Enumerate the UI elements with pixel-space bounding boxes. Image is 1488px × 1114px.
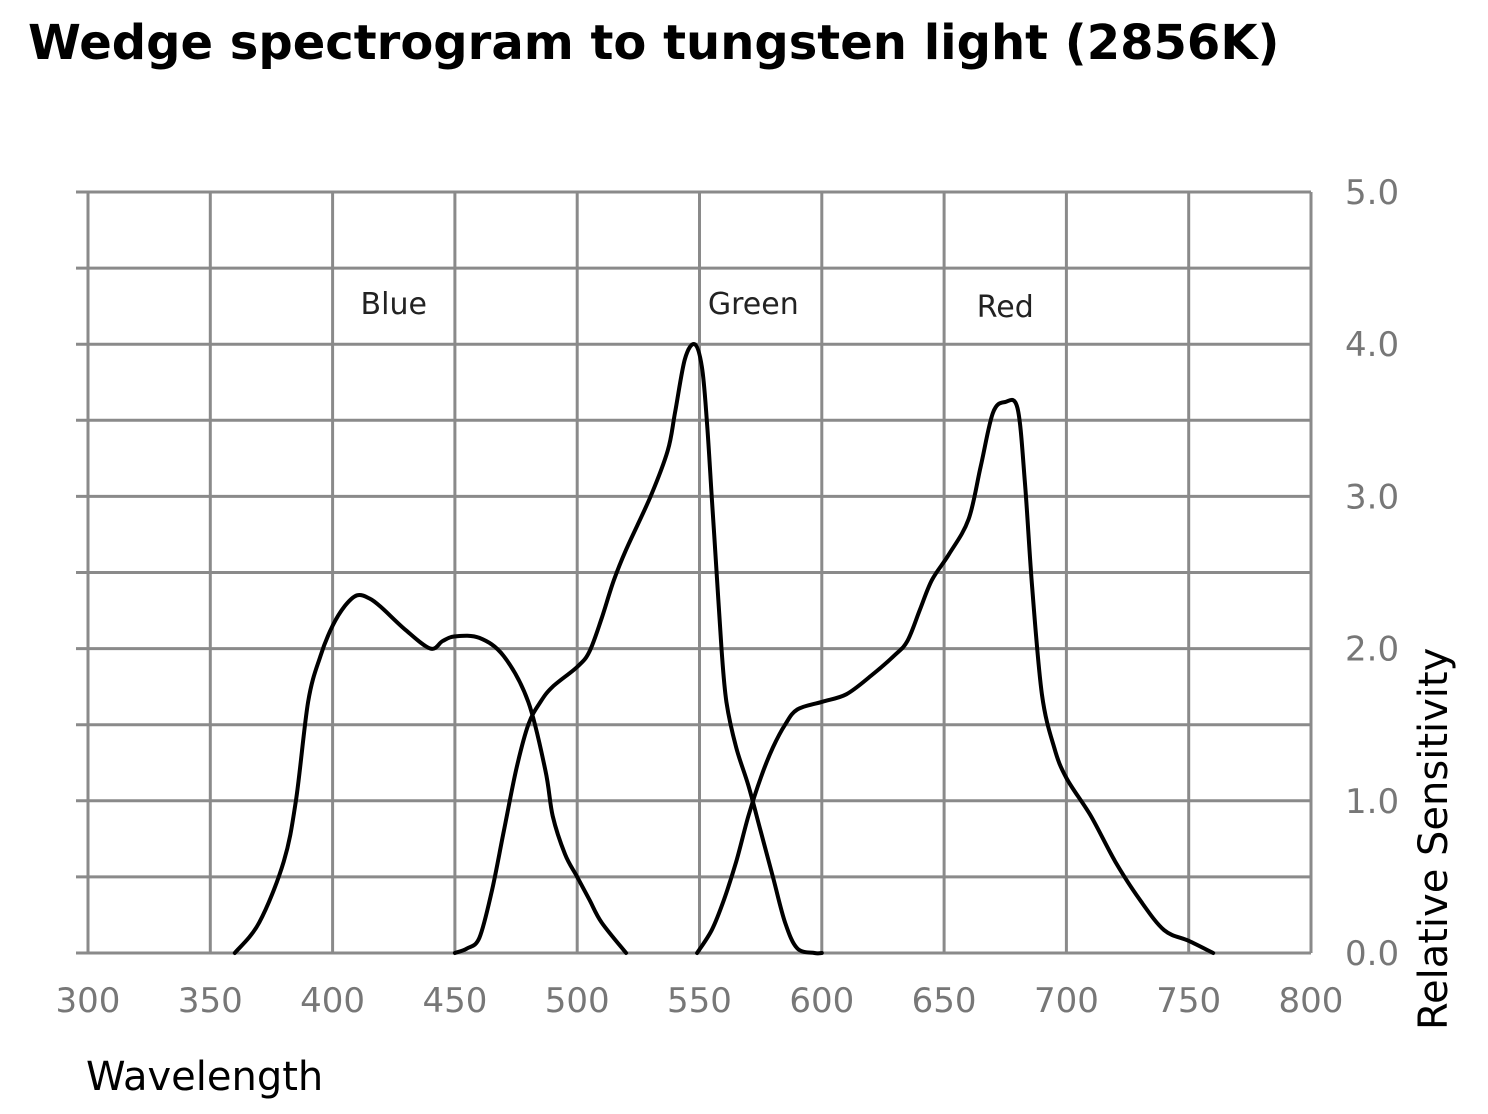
y-tick-label: 1.0 xyxy=(1345,782,1399,822)
x-tick-label: 500 xyxy=(545,981,610,1021)
series-label-blue: Blue xyxy=(361,287,427,322)
x-tick-label: 800 xyxy=(1279,981,1344,1021)
y-axis-label: Relative Sensitivity xyxy=(1411,648,1457,1030)
y-tick-label: 3.0 xyxy=(1345,477,1399,517)
x-tick-label: 400 xyxy=(300,981,365,1021)
y-axis-ticks: 0.0 1.0 2.0 3.0 4.0 5.0 xyxy=(1345,173,1399,974)
x-tick-label: 750 xyxy=(1156,981,1221,1021)
series-annotations: Blue Green Red xyxy=(361,287,1034,325)
series-line-red xyxy=(695,397,1216,955)
x-tick-label: 600 xyxy=(789,981,854,1021)
x-tick-label: 450 xyxy=(422,981,487,1021)
y-tick-label: 2.0 xyxy=(1345,630,1399,670)
chart-grid xyxy=(76,190,1313,955)
series-line-blue xyxy=(232,592,629,955)
y-tick-label: 4.0 xyxy=(1345,325,1399,365)
series-line-green xyxy=(452,342,824,956)
x-tick-label: 300 xyxy=(56,981,121,1021)
x-tick-label: 650 xyxy=(912,981,977,1021)
y-tick-label: 5.0 xyxy=(1345,173,1399,213)
x-tick-label: 700 xyxy=(1034,981,1099,1021)
x-axis-ticks: 300 350 400 450 500 550 600 650 700 750 800 xyxy=(56,981,1344,1021)
y-tick-label: 0.0 xyxy=(1345,934,1399,974)
x-tick-label: 550 xyxy=(667,981,732,1021)
chart-title: Wedge spectrogram to tungsten light (285… xyxy=(28,15,1279,71)
series-label-red: Red xyxy=(977,290,1034,325)
chart-series xyxy=(232,342,1216,956)
x-axis-label: Wavelength xyxy=(86,1054,323,1100)
x-tick-label: 350 xyxy=(178,981,243,1021)
series-label-green: Green xyxy=(708,287,799,322)
